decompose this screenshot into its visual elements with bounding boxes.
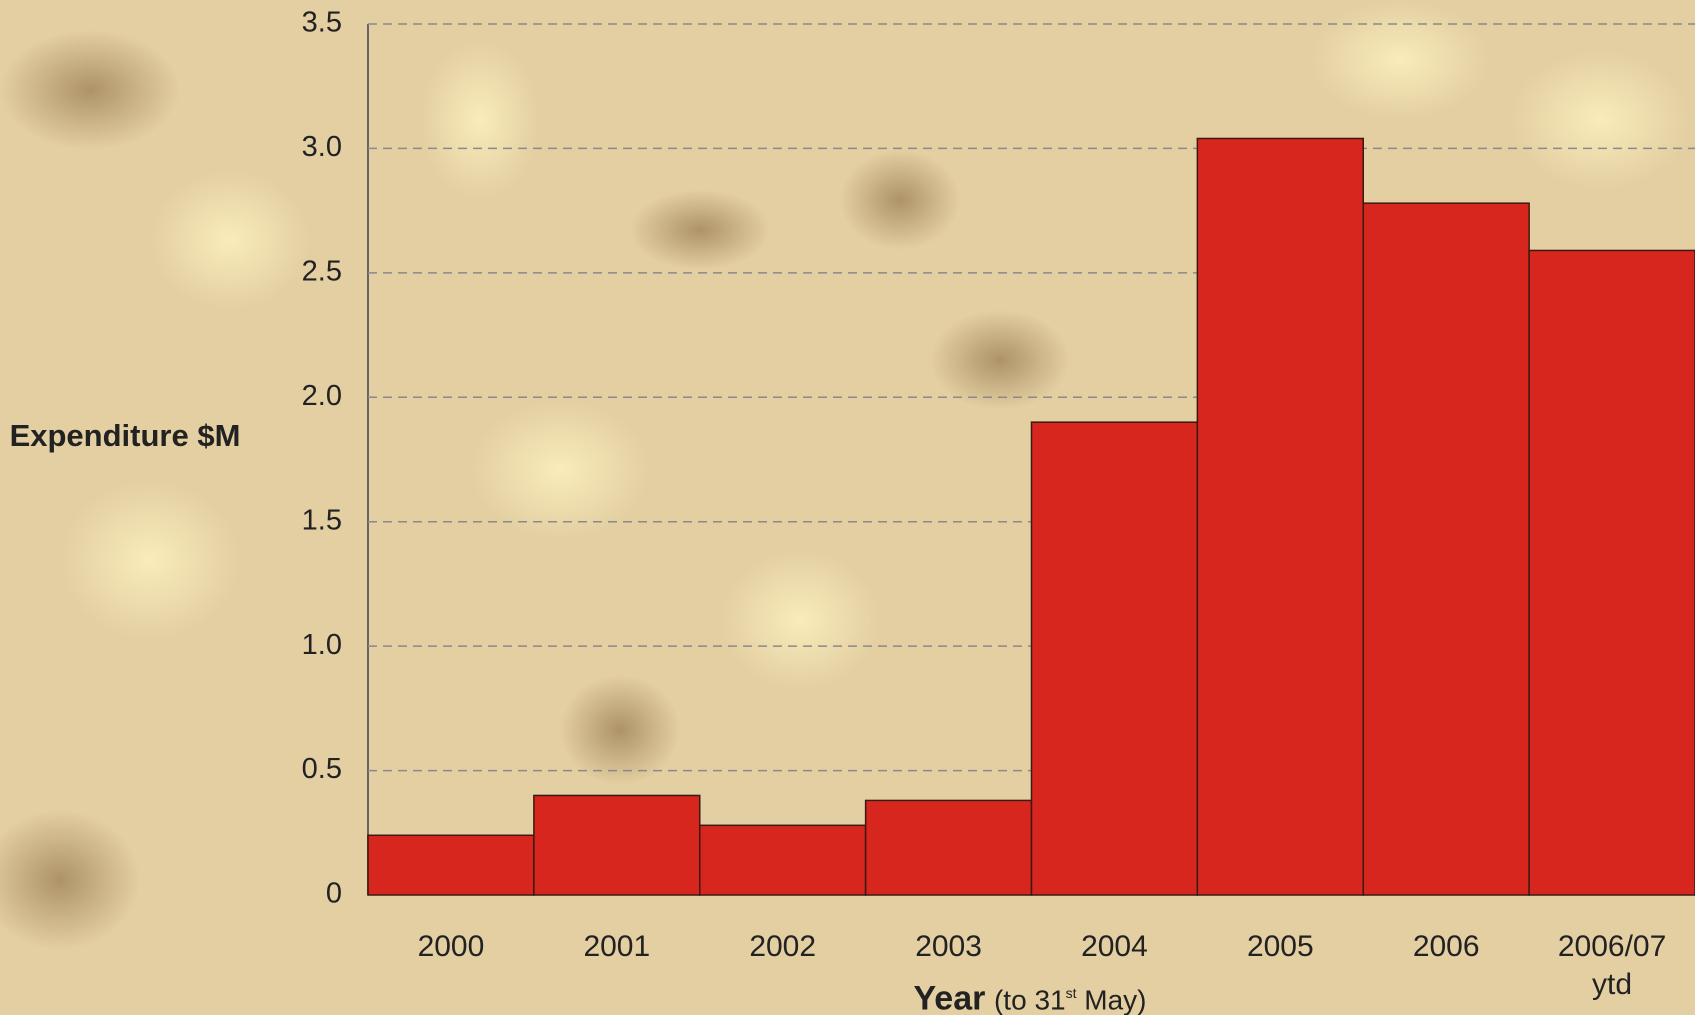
y-tick-label: 1.5	[302, 504, 342, 536]
x-tick-label: 2002	[713, 928, 853, 966]
bar	[1032, 422, 1198, 895]
chart: 0 0.5 1.0 1.5 2.0 2.5 3.0 3.5	[0, 0, 1695, 1015]
x-tick-label: 2005	[1210, 928, 1350, 966]
y-axis-title: Expenditure $M	[5, 418, 245, 454]
y-tick-label: 0	[326, 878, 342, 910]
x-axis-title: Year (to 31st May)	[700, 975, 1360, 1015]
y-tick-label: 3.0	[302, 131, 342, 163]
bar	[866, 800, 1032, 895]
x-title-note: (to 31	[994, 984, 1066, 1015]
x-tick-label: 2006	[1376, 928, 1516, 966]
x-tick-label: 2003	[879, 928, 1019, 966]
bar	[1529, 250, 1695, 895]
y-tick-label: 3.5	[302, 7, 342, 39]
bar	[534, 795, 700, 895]
x-tick-label: 2000	[381, 928, 521, 966]
bar	[368, 835, 534, 895]
x-title-note: May)	[1076, 984, 1146, 1015]
x-tick-label: 2006/07 ytd	[1542, 928, 1682, 1004]
bar	[1197, 138, 1363, 895]
x-title-main: Year	[914, 979, 986, 1015]
bar	[700, 825, 866, 895]
y-tick-label: 2.5	[302, 256, 342, 288]
bar	[1363, 203, 1529, 895]
y-tick-label: 0.5	[302, 753, 342, 785]
chart-page: 0 0.5 1.0 1.5 2.0 2.5 3.0 3.5 Expenditure $M Ye…	[0, 0, 1695, 1015]
y-tick-label: 1.0	[302, 629, 342, 661]
x-tick-label: 2001	[547, 928, 687, 966]
x-title-sup: st	[1066, 985, 1077, 1001]
y-tick-label: 2.0	[302, 380, 342, 412]
x-tick-label: 2004	[1044, 928, 1184, 966]
